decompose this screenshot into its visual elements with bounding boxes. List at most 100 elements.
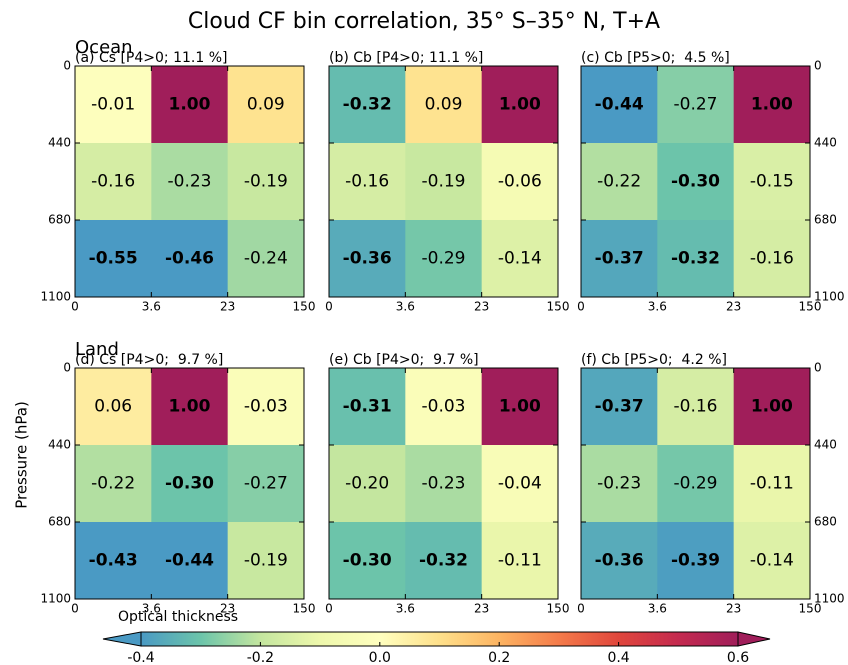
y-axis-label: Pressure (hPa)	[13, 401, 31, 509]
heatmap-cell	[227, 143, 305, 221]
colorbar-tick-label: 0.0	[369, 650, 391, 665]
y-tick-label: 440	[48, 438, 71, 452]
x-axis-label: Optical thickness	[118, 609, 238, 625]
x-tick-label: 150	[547, 300, 570, 314]
heatmap-cell	[227, 368, 305, 446]
x-tick-label: 3.6	[648, 300, 667, 314]
heatmap-cell	[151, 66, 229, 144]
group-label: Ocean	[75, 37, 133, 58]
heatmap-cell	[657, 220, 735, 298]
x-tick-label: 150	[799, 602, 822, 616]
y-tick-label: 680	[48, 213, 71, 227]
heatmap-cell	[405, 143, 483, 221]
heatmap-cell	[657, 368, 735, 446]
cell-label: 1.00	[751, 397, 793, 417]
cell-label: -0.36	[343, 249, 392, 269]
cell-label: -0.16	[674, 397, 718, 417]
x-tick-label: 0	[577, 602, 585, 616]
cell-label: 0.09	[425, 95, 463, 115]
cell-label: -0.27	[244, 474, 288, 494]
heatmap-cell	[733, 220, 811, 298]
heatmap-cell	[405, 220, 483, 298]
x-tick-label: 23	[726, 300, 741, 314]
heatmap-cell	[151, 445, 229, 523]
panel-frame	[580, 367, 811, 600]
heatmap-cell	[733, 522, 811, 600]
heatmap-cell	[405, 522, 483, 600]
cell-label: -0.32	[343, 95, 392, 115]
y-tick-label: 1100	[814, 290, 845, 304]
x-tick-label: 23	[220, 602, 235, 616]
cell-label: -0.20	[345, 474, 389, 494]
cell-label: -0.16	[91, 172, 135, 192]
heatmap-cell	[227, 445, 305, 523]
panel-title: (a) Cs [P4>0; 11.1 %]	[75, 50, 227, 66]
cell-label: -0.27	[674, 95, 718, 115]
colorbar-tick-label: 0.6	[727, 650, 749, 665]
x-tick-label: 3.6	[142, 602, 161, 616]
cell-label: 0.09	[247, 95, 285, 115]
heatmap-cell	[329, 445, 406, 523]
y-tick-label: 1100	[40, 290, 71, 304]
heatmap-cell	[733, 445, 811, 523]
panel-title: (e) Cb [P4>0; 9.7 %]	[329, 352, 479, 368]
x-tick-label: 3.6	[396, 300, 415, 314]
y-tick-label: 680	[814, 213, 837, 227]
cell-label: -0.55	[89, 249, 138, 269]
x-tick-label: 23	[220, 300, 235, 314]
cell-label: -0.14	[750, 551, 794, 571]
cell-label: -0.16	[750, 249, 794, 269]
heatmap-cell	[733, 368, 811, 446]
y-tick-label: 680	[48, 515, 71, 529]
panel-title: (b) Cb [P4>0; 11.1 %]	[329, 50, 483, 66]
heatmap-cell	[733, 143, 811, 221]
y-tick-label: 0	[63, 59, 71, 73]
cell-label: -0.19	[422, 172, 466, 192]
heatmap-cell	[481, 368, 559, 446]
cell-label: -0.30	[671, 172, 720, 192]
heatmap-cell	[227, 220, 305, 298]
cell-label: -0.16	[345, 172, 389, 192]
panel-frame	[328, 65, 559, 298]
heatmap-cell	[151, 220, 229, 298]
cell-label: -0.30	[165, 474, 214, 494]
heatmap-cell	[329, 143, 406, 221]
heatmap-cell	[581, 522, 658, 600]
cell-label: -0.23	[168, 172, 212, 192]
heatmap-cell	[329, 66, 406, 144]
cell-label: -0.44	[165, 551, 214, 571]
x-tick-label: 0	[71, 602, 79, 616]
cell-label: 1.00	[499, 397, 541, 417]
x-tick-label: 23	[474, 602, 489, 616]
y-tick-label: 0	[63, 361, 71, 375]
cell-label: -0.44	[595, 95, 644, 115]
heatmap-cell	[405, 368, 483, 446]
heatmap-cell	[657, 445, 735, 523]
x-tick-label: 0	[325, 602, 333, 616]
heatmap-cell	[227, 66, 305, 144]
colorbar-tick-label: -0.4	[127, 650, 154, 665]
panel-title: (f) Cb [P5>0; 4.2 %]	[581, 352, 727, 368]
heatmap-cell	[405, 66, 483, 144]
colorbar-tick-label: 0.4	[607, 650, 629, 665]
heatmap-cell	[581, 66, 658, 144]
figure-title: Cloud CF bin correlation, 35° S–35° N, T…	[188, 9, 660, 34]
heatmap-cell	[75, 143, 152, 221]
colorbar-extend-high	[737, 631, 771, 647]
cell-label: -0.11	[498, 551, 542, 571]
heatmap-cell	[75, 522, 152, 600]
colorbar-extend-low	[102, 631, 142, 647]
heatmap-cell	[75, 66, 152, 144]
x-tick-label: 3.6	[396, 602, 415, 616]
cell-label: 1.00	[499, 95, 541, 115]
cell-label: -0.15	[750, 172, 794, 192]
x-tick-label: 0	[577, 300, 585, 314]
cell-label: -0.36	[595, 551, 644, 571]
cell-label: -0.37	[595, 397, 644, 417]
heatmap-cell	[75, 368, 152, 446]
cell-label: -0.11	[750, 474, 794, 494]
heatmap-cell	[481, 66, 559, 144]
x-tick-label: 150	[799, 300, 822, 314]
cell-label: -0.14	[498, 249, 542, 269]
